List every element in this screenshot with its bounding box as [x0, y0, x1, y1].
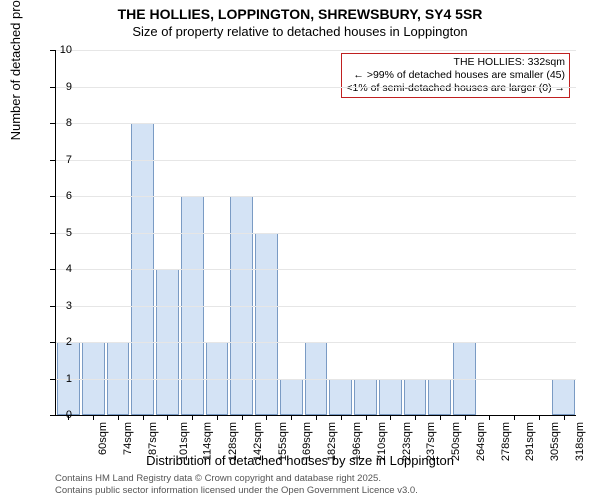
- bar: [552, 379, 575, 416]
- footnote: Contains HM Land Registry data © Crown c…: [55, 473, 418, 496]
- y-tick-label: 8: [47, 117, 72, 129]
- x-tick-label: 87sqm: [147, 422, 159, 455]
- y-tick-label: 2: [47, 336, 72, 348]
- gridline: [56, 379, 576, 380]
- y-axis-label: Number of detached properties: [8, 0, 23, 140]
- x-tick: [217, 415, 218, 420]
- x-axis-label: Distribution of detached houses by size …: [0, 453, 600, 468]
- footnote-line1: Contains HM Land Registry data © Crown c…: [55, 473, 418, 484]
- y-tick-label: 1: [47, 373, 72, 385]
- x-tick: [465, 415, 466, 420]
- bar: [280, 379, 303, 416]
- x-tick: [514, 415, 515, 420]
- bar: [329, 379, 352, 416]
- bar: [255, 233, 278, 416]
- x-tick: [291, 415, 292, 420]
- x-tick-label: 60sqm: [97, 422, 109, 455]
- bar: [428, 379, 451, 416]
- gridline: [56, 87, 576, 88]
- gridline: [56, 233, 576, 234]
- x-tick: [390, 415, 391, 420]
- bar: [379, 379, 402, 416]
- chart-title: THE HOLLIES, LOPPINGTON, SHREWSBURY, SY4…: [0, 6, 600, 24]
- x-tick: [415, 415, 416, 420]
- chart-title-block: THE HOLLIES, LOPPINGTON, SHREWSBURY, SY4…: [0, 0, 600, 40]
- x-tick: [93, 415, 94, 420]
- x-tick: [167, 415, 168, 420]
- y-tick-label: 0: [47, 409, 72, 421]
- y-tick-label: 6: [47, 190, 72, 202]
- x-tick: [143, 415, 144, 420]
- bar: [354, 379, 377, 416]
- chart-subtitle: Size of property relative to detached ho…: [0, 24, 600, 40]
- footnote-line2: Contains public sector information licen…: [55, 485, 418, 496]
- x-tick: [118, 415, 119, 420]
- x-tick: [316, 415, 317, 420]
- gridline: [56, 269, 576, 270]
- x-tick: [539, 415, 540, 420]
- x-tick: [192, 415, 193, 420]
- y-tick-label: 4: [47, 263, 72, 275]
- plot-area: THE HOLLIES: 332sqm ← >99% of detached h…: [55, 50, 576, 416]
- gridline: [56, 342, 576, 343]
- x-tick-label: 74sqm: [122, 422, 134, 455]
- x-tick: [440, 415, 441, 420]
- y-tick-label: 5: [47, 227, 72, 239]
- gridline: [56, 196, 576, 197]
- x-tick: [341, 415, 342, 420]
- gridline: [56, 123, 576, 124]
- y-tick-label: 9: [47, 81, 72, 93]
- x-tick: [366, 415, 367, 420]
- y-tick-label: 7: [47, 154, 72, 166]
- y-tick-label: 10: [47, 44, 72, 56]
- x-tick: [242, 415, 243, 420]
- bar: [404, 379, 427, 416]
- x-tick: [266, 415, 267, 420]
- x-tick: [489, 415, 490, 420]
- gridline: [56, 50, 576, 51]
- gridline: [56, 160, 576, 161]
- y-tick-label: 3: [47, 300, 72, 312]
- gridline: [56, 306, 576, 307]
- x-tick: [564, 415, 565, 420]
